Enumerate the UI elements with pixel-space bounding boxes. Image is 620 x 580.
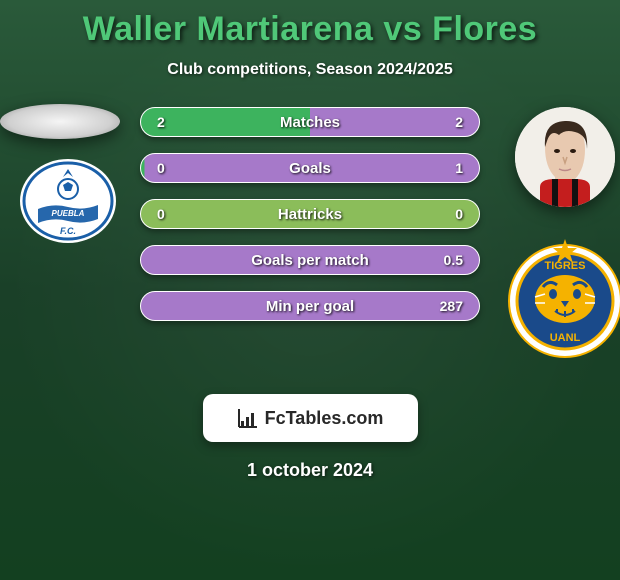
stat-label: Min per goal (141, 298, 479, 315)
date-label: 1 october 2024 (0, 460, 620, 481)
stat-right-value: 0 (455, 206, 463, 222)
stat-bar-goals-per-match: Goals per match0.5 (140, 245, 480, 275)
subtitle: Club competitions, Season 2024/2025 (0, 61, 620, 79)
stat-left-value: 0 (157, 206, 165, 222)
stat-bar-goals: 0Goals1 (140, 153, 480, 183)
player-left-avatar (0, 104, 120, 139)
player-right-avatar (515, 107, 615, 207)
page-title: Waller Martiarena vs Flores (0, 0, 620, 49)
comparison-area: PUEBLA F.C. TIGRES (0, 99, 620, 359)
chart-icon (237, 407, 259, 429)
stat-right-value: 287 (440, 298, 463, 314)
stat-bar-hattricks: 0Hattricks0 (140, 199, 480, 229)
stat-bar-min-per-goal: Min per goal287 (140, 291, 480, 321)
stat-right-value: 0.5 (444, 252, 463, 268)
club-left-crest: PUEBLA F.C. (18, 159, 118, 244)
svg-text:F.C.: F.C. (60, 226, 76, 236)
svg-text:PUEBLA: PUEBLA (52, 209, 85, 218)
svg-text:UANL: UANL (550, 332, 581, 344)
club-right-crest: TIGRES UANL (505, 239, 620, 359)
svg-text:TIGRES: TIGRES (545, 260, 586, 272)
stat-label: Matches (141, 114, 479, 131)
stat-label: Hattricks (141, 206, 479, 223)
brand-badge: FcTables.com (203, 394, 418, 442)
stat-right-value: 2 (455, 114, 463, 130)
stat-left-value: 0 (157, 160, 165, 176)
stat-label: Goals per match (141, 252, 479, 269)
stat-label: Goals (141, 160, 479, 177)
stat-right-value: 1 (455, 160, 463, 176)
stat-bar-matches: 2Matches2 (140, 107, 480, 137)
brand-text: FcTables.com (265, 408, 384, 429)
stat-left-value: 2 (157, 114, 165, 130)
